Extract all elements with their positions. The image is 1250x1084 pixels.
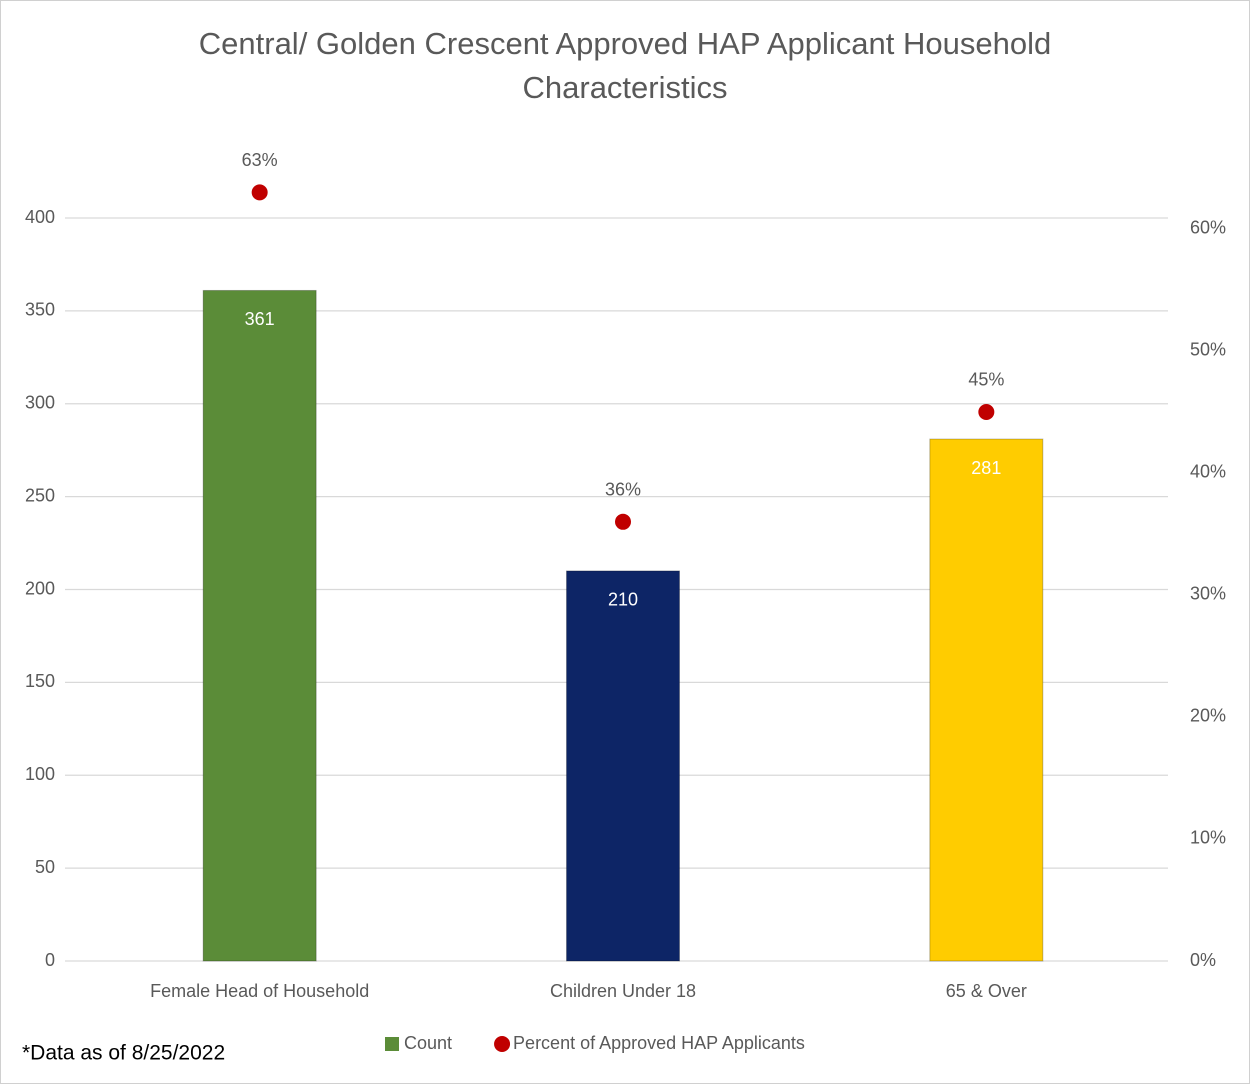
y2-tick-label: 30% [1190,584,1226,604]
legend-label: Percent of Approved HAP Applicants [513,1033,805,1053]
y2-tick-label: 20% [1190,706,1226,726]
y-tick-label: 0 [45,950,55,970]
legend-label: Count [404,1033,452,1053]
y2-tick-label: 50% [1190,340,1226,360]
y-tick-label: 250 [25,485,55,505]
bar-label: 361 [245,309,275,329]
dot-label: 36% [605,480,641,500]
legend-swatch [494,1036,511,1052]
y-tick-label: 300 [25,393,55,413]
percent-dot [615,513,631,530]
bar-label: 281 [971,458,1001,478]
bar [929,438,1044,962]
y-tick-label: 400 [25,207,55,227]
legend-swatch [385,1037,399,1051]
dot-label: 45% [968,370,1004,390]
y2-tick-label: 0% [1190,950,1216,970]
y2-tick-label: 60% [1190,218,1226,238]
y-tick-label: 150 [25,671,55,691]
y-tick-label: 100 [25,764,55,784]
y-tick-label: 200 [25,578,55,598]
footnote: *Data as of 8/25/2022 [22,1042,225,1065]
y-tick-label: 350 [25,300,55,320]
bar [566,570,680,962]
bar [202,289,317,962]
percent-dot [978,403,995,420]
y2-tick-label: 10% [1190,828,1226,848]
chart-title: Central/ Golden Crescent Approved HAP Ap… [198,26,1052,105]
dot-label: 63% [242,150,278,170]
x-tick-label: Children Under 18 [550,981,696,1001]
y-tick-label: 50 [35,857,55,877]
x-tick-label: 65 & Over [946,981,1027,1001]
x-tick-label: Female Head of Household [150,981,369,1001]
y2-tick-label: 40% [1190,462,1226,482]
bar-label: 210 [608,590,638,610]
percent-dot [251,184,268,201]
